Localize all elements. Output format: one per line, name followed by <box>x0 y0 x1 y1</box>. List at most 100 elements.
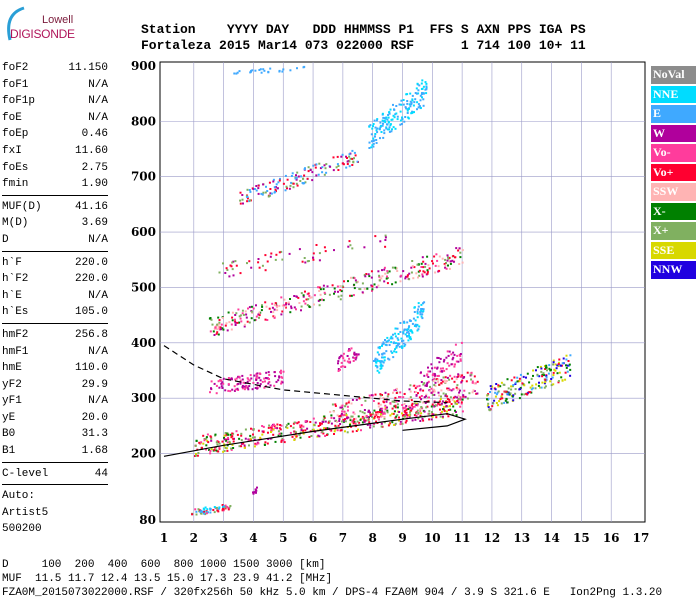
echo-point <box>225 439 228 442</box>
echo-point <box>457 401 460 404</box>
echo-point <box>267 431 269 434</box>
echo-point <box>347 361 350 364</box>
echo-point <box>302 300 305 303</box>
echo-point <box>526 393 529 396</box>
echo-point <box>368 141 371 144</box>
echo-point <box>361 417 364 420</box>
echo-point <box>404 106 407 109</box>
y-tick-label: 200 <box>131 447 156 461</box>
echo-point <box>253 319 256 322</box>
echo-point <box>352 422 355 425</box>
echo-point <box>389 337 392 340</box>
echo-point <box>283 298 286 301</box>
echo-point <box>431 403 434 406</box>
echo-point <box>222 377 225 380</box>
echo-point <box>413 101 416 104</box>
echo-point <box>358 421 361 424</box>
echo-point <box>420 315 423 318</box>
echo-point <box>451 358 454 361</box>
echo-point <box>417 412 420 414</box>
echo-point <box>267 371 270 374</box>
echo-point <box>423 301 426 304</box>
param-value: 11.150 <box>68 62 108 74</box>
echo-point <box>288 187 291 190</box>
echo-point <box>393 401 396 403</box>
echo-point <box>265 185 267 188</box>
echo-point <box>318 435 321 438</box>
echo-point <box>428 396 430 399</box>
y-tick-label: 600 <box>131 225 156 239</box>
echo-point <box>204 506 207 509</box>
echo-point <box>381 353 384 356</box>
echo-point <box>293 439 296 441</box>
echo-point <box>319 298 322 301</box>
echo-point <box>221 327 224 330</box>
echo-point <box>415 404 418 406</box>
echo-point <box>280 382 283 385</box>
echo-point <box>459 358 462 361</box>
echo-point <box>417 308 420 311</box>
echo-point <box>445 410 448 413</box>
echo-point <box>322 284 325 287</box>
echo-point <box>421 273 424 276</box>
param-row: foF1 N/A <box>2 77 108 94</box>
echo-point <box>227 506 230 509</box>
echo-point <box>270 428 273 431</box>
echo-point <box>439 408 441 411</box>
echo-point <box>318 304 321 307</box>
echo-point <box>229 390 232 393</box>
echo-point <box>395 415 398 418</box>
echo-point <box>228 321 231 324</box>
echo-point <box>312 417 315 420</box>
echo-point <box>445 267 448 270</box>
echo-point <box>218 271 221 274</box>
echo-point <box>445 356 448 359</box>
echo-point <box>405 405 408 407</box>
echo-point <box>394 327 397 330</box>
echo-point <box>322 299 325 302</box>
echo-point <box>289 425 292 428</box>
echo-point <box>228 506 231 509</box>
echo-point <box>276 423 279 426</box>
echo-point <box>388 130 391 133</box>
x-tick-label: 7 <box>339 531 347 545</box>
echo-point <box>217 380 220 383</box>
echo-point <box>449 408 452 411</box>
echo-point <box>354 279 357 282</box>
echo-point <box>395 267 398 270</box>
echo-point <box>270 431 272 433</box>
param-row: M(D) 3.69 <box>2 215 108 232</box>
echo-point <box>383 352 386 355</box>
echo-point <box>235 264 238 267</box>
echo-point <box>201 511 204 513</box>
echo-point <box>268 307 271 310</box>
echo-point <box>393 424 396 426</box>
echo-point <box>409 406 412 409</box>
echo-point <box>448 388 451 391</box>
echo-point <box>351 149 354 152</box>
echo-point <box>396 403 399 406</box>
echo-point <box>423 410 426 413</box>
echo-point <box>239 202 242 205</box>
echo-point <box>387 116 390 119</box>
echo-point <box>501 397 504 400</box>
echo-point <box>444 402 447 405</box>
echo-point <box>390 350 393 353</box>
echo-point <box>459 375 462 378</box>
echo-point <box>410 103 413 106</box>
echo-point <box>256 372 259 375</box>
echo-point <box>378 128 381 131</box>
echo-point <box>452 356 455 359</box>
echo-point <box>246 262 248 265</box>
echo-point <box>529 386 532 389</box>
echo-point <box>276 306 279 309</box>
echo-point <box>292 182 295 185</box>
echo-point <box>343 414 346 417</box>
echo-point <box>381 364 384 367</box>
echo-point <box>457 249 460 252</box>
echo-point <box>271 426 274 429</box>
echo-point <box>326 427 329 430</box>
echo-point <box>231 388 234 391</box>
echo-point <box>433 400 436 403</box>
echo-point <box>418 396 421 399</box>
